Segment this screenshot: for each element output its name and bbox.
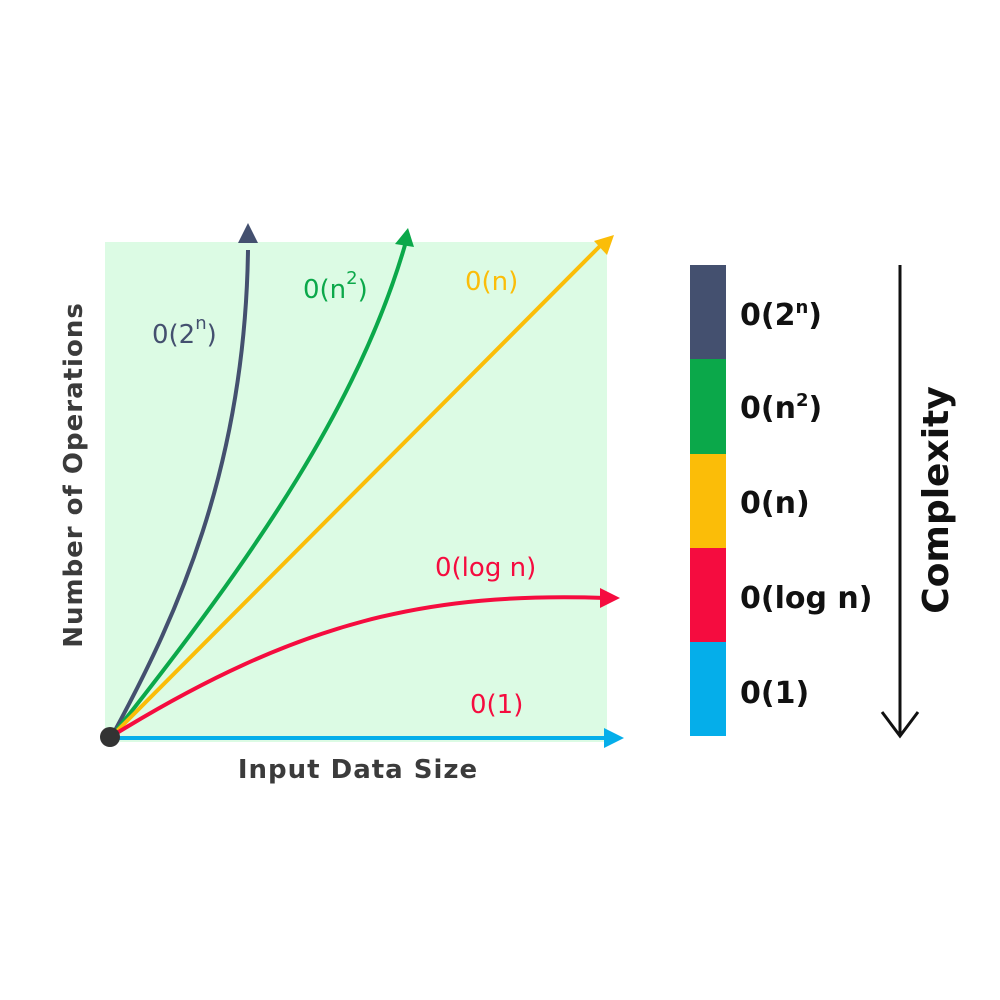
arrowhead-constant — [604, 728, 624, 748]
curve-label-quadratic: 0(n2) — [303, 268, 368, 305]
legend-swatch-quadratic — [690, 359, 726, 454]
complexity-label: Complexity — [916, 386, 957, 613]
arrowhead-quadratic — [395, 228, 414, 247]
curve-linear — [110, 244, 602, 738]
arrowhead-logarithmic — [600, 588, 620, 608]
legend-swatch-linear — [690, 454, 726, 548]
legend-label-exponential: 0(2n) — [740, 297, 822, 333]
curve-exponential — [110, 249, 250, 737]
complexity-arrow-head — [880, 711, 920, 739]
curve-quadratic — [110, 244, 407, 738]
x-axis-label: Input Data Size — [238, 755, 478, 785]
y-axis-label: Number of Operations — [59, 302, 89, 648]
legend-swatch-exponential — [690, 265, 726, 359]
legend-label-quadratic: 0(n2) — [740, 390, 822, 426]
legend-label-logarithmic: 0(log n) — [740, 581, 872, 616]
origin-point — [100, 727, 120, 747]
curve-label-linear: 0(n) — [465, 267, 518, 297]
arrowhead-linear — [594, 235, 614, 255]
arrowhead-exponential — [238, 223, 258, 243]
curve-label-constant: 0(1) — [470, 690, 523, 720]
legend-label-constant: 0(1) — [740, 676, 809, 711]
curve-label-logarithmic: 0(log n) — [435, 553, 536, 583]
legend-swatch-constant — [690, 642, 726, 736]
curve-logarithmic — [110, 595, 607, 738]
legend-label-linear: 0(n) — [740, 486, 810, 521]
legend-swatch-logarithmic — [690, 548, 726, 642]
curve-label-exponential: 0(2n) — [152, 313, 217, 350]
